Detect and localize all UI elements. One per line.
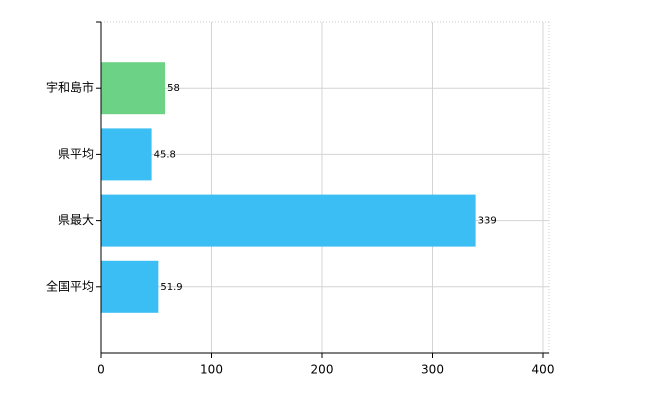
bar	[101, 62, 166, 115]
bar	[101, 260, 159, 313]
y-tick-label: 全国平均	[46, 278, 94, 293]
y-tick-label: 県平均	[58, 147, 94, 161]
bar	[101, 194, 476, 247]
y-tick-label: 宇和島市	[46, 80, 94, 95]
x-tick-label: 400	[532, 363, 555, 377]
value-label: 45.8	[154, 149, 176, 160]
x-tick-label: 100	[200, 363, 223, 377]
x-tick-label: 0	[97, 363, 105, 377]
value-label: 51.9	[160, 282, 182, 293]
value-label: 58	[167, 83, 180, 94]
x-tick-label: 300	[421, 363, 444, 377]
y-tick-label: 県最大	[58, 213, 94, 227]
x-tick-label: 200	[311, 363, 334, 377]
bar	[101, 128, 152, 181]
value-label: 339	[478, 216, 497, 227]
